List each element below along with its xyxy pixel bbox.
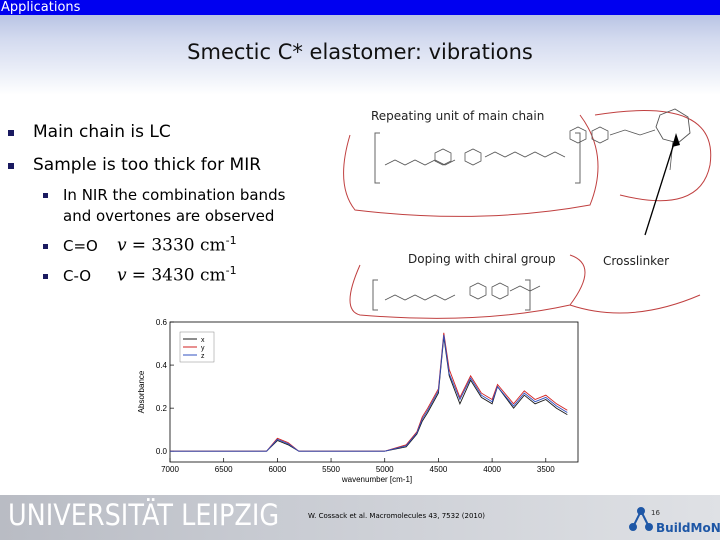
x-tick-label: 5500 <box>322 465 340 474</box>
bullet-square-icon <box>8 130 14 136</box>
bracket-left <box>374 132 380 184</box>
y-tick-label: 0.0 <box>156 447 168 456</box>
chiral-group <box>509 285 541 292</box>
nir-spectrum-chart: 0.0 0.2 0.4 0.6 7000 6500 6000 5500 5000 4500 400… <box>137 318 579 484</box>
x-tick-label: 5000 <box>376 465 394 474</box>
footer-bar <box>0 495 720 540</box>
slide-title: Smectic C* elastomer: vibrations <box>187 40 533 64</box>
page-number: 16 <box>651 509 660 517</box>
x-tick-label: 4000 <box>483 465 501 474</box>
benzene-ring <box>591 126 609 144</box>
crosslinker-arrow <box>644 136 677 236</box>
plot-area <box>169 321 579 463</box>
applications-menu[interactable]: Applications <box>0 0 720 15</box>
y-tick-label: 0.4 <box>156 361 168 370</box>
unit-exponent: -1 <box>225 234 237 247</box>
alkyl-chain <box>609 129 656 136</box>
benzene-ring <box>491 282 509 300</box>
bullet-square-icon <box>8 163 14 169</box>
legend-label-z: z <box>201 353 205 360</box>
y-axis-label: Absorbance <box>137 370 146 413</box>
co-single-formula: v = 3430 cm-1 <box>117 264 237 285</box>
x-tick-label: 4500 <box>430 465 448 474</box>
nu-symbol: v <box>117 235 127 256</box>
bullet-main-chain: Main chain is LC <box>33 122 171 142</box>
annotation-outline <box>349 254 586 319</box>
benzene-ring <box>469 282 487 300</box>
reference-citation: W. Cossack et al. Macromolecules 43, 753… <box>308 512 486 520</box>
annotation-outline <box>594 110 712 202</box>
annotation-outline <box>569 294 701 314</box>
bracket-right <box>575 132 581 184</box>
crosslinker-ring <box>655 108 691 144</box>
buildmona-logo-text: BuildMoNa <box>656 521 720 535</box>
alkyl-chain <box>384 294 456 301</box>
sub-bullet-square-icon <box>43 274 48 279</box>
buildmona-molecule-icon <box>629 507 653 531</box>
benzene-ring <box>569 126 587 144</box>
bracket-left <box>372 279 378 311</box>
caption-repeating-unit: Repeating unit of main chain <box>371 109 545 123</box>
caption-crosslinker: Crosslinker <box>603 254 670 268</box>
x-tick-label: 6500 <box>215 465 233 474</box>
bullet-sample-thick: Sample is too thick for MIR <box>33 155 262 175</box>
nu-symbol: v <box>117 265 127 286</box>
alkyl-chain <box>384 159 456 166</box>
university-logo-text: UNIVERSITÄT LEIPZIG <box>8 498 280 532</box>
sub-bullet-co-double: C=O <box>63 237 98 255</box>
benzene-ring <box>464 148 482 166</box>
y-tick-label: 0.6 <box>156 318 168 327</box>
alkyl-chain <box>484 151 566 158</box>
x-tick-label: 3500 <box>537 465 555 474</box>
x-tick-label: 7000 <box>161 465 179 474</box>
unit-exponent: -1 <box>225 264 237 277</box>
sub-bullet-square-icon <box>43 244 48 249</box>
caption-doping: Doping with chiral group <box>408 252 556 266</box>
co-double-value: = 3330 cm <box>131 235 226 256</box>
y-tick-label: 0.2 <box>156 404 168 413</box>
co-double-formula: v = 3330 cm-1 <box>117 234 237 255</box>
slide-header <box>0 15 720 95</box>
co-single-value: = 3430 cm <box>131 265 226 286</box>
legend-label-x: x <box>201 337 205 344</box>
arrow-head-icon <box>672 133 680 147</box>
sub-bullet-square-icon <box>43 193 48 198</box>
legend-label-y: y <box>201 345 205 352</box>
chemical-structure-diagram <box>343 108 712 319</box>
benzene-ring <box>434 148 452 166</box>
x-axis-label: wavenumber [cm-1] <box>341 475 412 484</box>
series-line-z <box>170 334 568 452</box>
x-tick-label: 6000 <box>268 465 286 474</box>
annotation-outline <box>343 114 599 217</box>
nir-line-2: and overtones are observed <box>63 207 275 225</box>
nir-line-1: In NIR the combination bands <box>63 186 286 204</box>
bracket-right <box>525 279 531 311</box>
sub-bullet-nir: In NIR the combination bands and overton… <box>63 185 285 227</box>
sub-bullet-co-single: C-O <box>63 267 92 285</box>
